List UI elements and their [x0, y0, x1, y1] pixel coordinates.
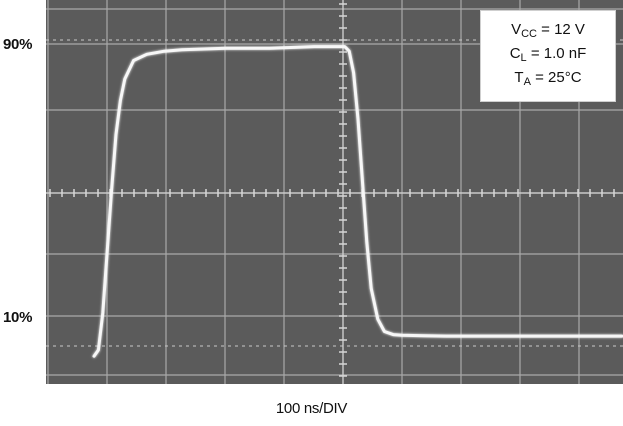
condition-vcc: VCC = 12 V: [511, 21, 585, 40]
condition-ta: TA = 25°C: [514, 69, 582, 88]
y-reference-label-90: 90%: [3, 36, 33, 53]
graticule-ticks: [46, 0, 623, 384]
x-axis-label: 100 ns/DIV: [275, 400, 348, 417]
waveform-trace: [92, 45, 623, 358]
condition-cl: CL = 1.0 nF: [509, 45, 587, 64]
test-conditions-box: VCC = 12 V CL = 1.0 nF TA = 25°C: [480, 10, 616, 102]
y-reference-label-10: 10%: [3, 309, 33, 326]
